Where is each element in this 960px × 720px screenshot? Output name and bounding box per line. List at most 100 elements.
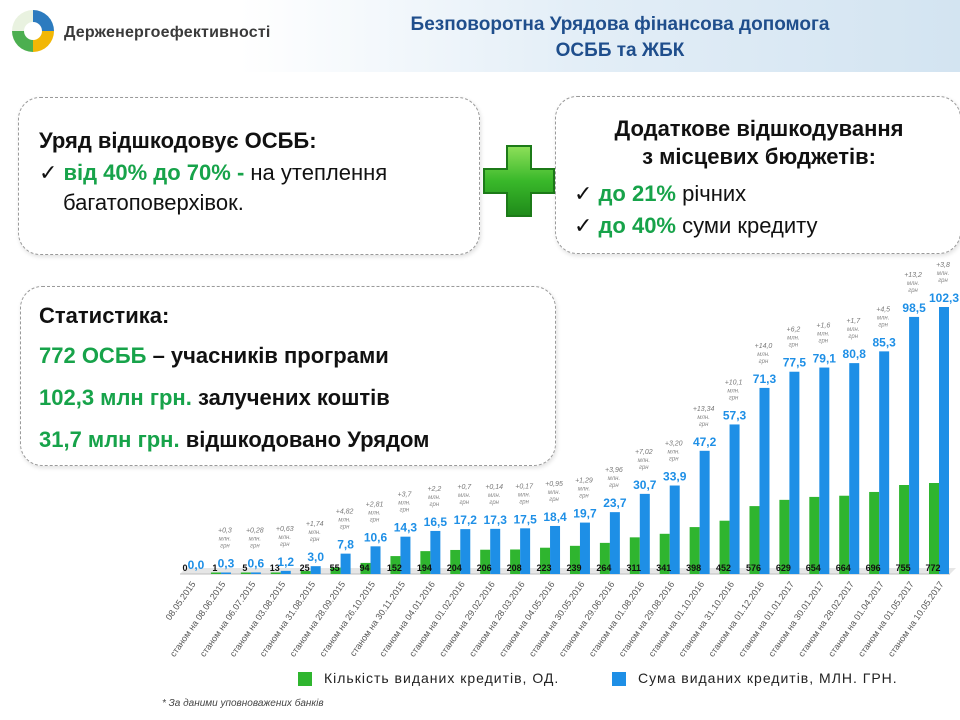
count-data-label: 629 (776, 563, 791, 573)
increment-label: +7,02 (635, 449, 653, 456)
bar-count (929, 483, 939, 574)
increment-unit-label: млн. (548, 490, 560, 496)
increment-label: +0,14 (485, 484, 503, 491)
sum-data-label: 19,7 (573, 507, 597, 521)
category-tick-label: 08.05.2015 (164, 579, 198, 622)
sum-data-label: 30,7 (633, 478, 657, 492)
category-tick-label: станом на 06.07.2015 (198, 579, 258, 658)
increment-unit-label: млн. (937, 271, 949, 277)
sum-data-label: 1,2 (277, 555, 294, 569)
increment-label: +3,7 (398, 492, 413, 499)
legend-swatch-count (298, 672, 312, 686)
increment-unit-label: млн. (219, 537, 231, 543)
increment-unit-label: млн. (458, 493, 470, 499)
bar-sum (340, 553, 351, 574)
sum-data-label: 18,4 (543, 510, 567, 524)
increment-unit-label: грн (759, 359, 769, 365)
increment-label: +13,34 (693, 406, 715, 413)
increment-label: +1,6 (816, 323, 830, 330)
bar-sum (639, 493, 650, 574)
increment-label: +0,3 (218, 528, 232, 535)
bar-count (540, 547, 551, 574)
sum-data-label: 3,0 (307, 550, 324, 564)
checkmark-icon: ✓ (39, 160, 58, 185)
legend-swatch-sum (612, 672, 626, 686)
increment-unit-label: млн. (488, 493, 500, 499)
increment-unit-label: грн (280, 542, 290, 548)
stat-item-2-highlight: 102,3 млн грн. (39, 385, 192, 410)
count-data-label: 94 (360, 563, 370, 573)
count-data-label: 755 (896, 563, 911, 573)
bar-count (510, 549, 521, 574)
category-tick-label: станом на 29.06.2016 (557, 579, 617, 658)
count-data-label: 576 (746, 563, 761, 573)
increment-label: +4,82 (336, 509, 354, 516)
sum-data-label: 7,8 (337, 538, 354, 552)
increment-label: +0,7 (457, 484, 472, 491)
increment-unit-label: млн. (368, 510, 380, 516)
count-data-label: 239 (566, 563, 581, 573)
category-tick-label: станом на 28.03.2016 (467, 579, 527, 658)
bar-sum (579, 522, 590, 574)
box2-heading-line2: з місцевих бюджетів: (642, 144, 876, 169)
legend-count: Кількість виданих кредитів, ОД. (324, 670, 560, 686)
increment-unit-label: млн. (338, 518, 350, 524)
bar-count (659, 533, 670, 574)
count-data-label: 452 (716, 563, 731, 573)
title-line-2: ОСББ та ЖБК (555, 40, 685, 61)
increment-label: +14,0 (755, 343, 773, 350)
box2-item-2: ✓ до 40% суми кредиту (574, 213, 817, 239)
org-name: Держенергоефективності (64, 24, 271, 41)
increment-unit-label: грн (938, 278, 948, 284)
box1-heading: Уряд відшкодовує ОСББ: (39, 128, 317, 153)
category-tick-label: станом на 04.01.2016 (377, 579, 437, 658)
agency-logo-icon (12, 10, 54, 52)
sum-data-label: 17,5 (513, 512, 537, 526)
count-data-label: 0 (182, 563, 187, 573)
increment-label: +10,1 (725, 379, 743, 386)
checkmark-icon: ✓ (574, 181, 593, 206)
bar-sum (370, 546, 381, 574)
plus-icon (483, 145, 555, 217)
bar-sum (789, 371, 800, 574)
increment-unit-label: грн (609, 483, 619, 489)
bar-count (689, 527, 700, 574)
count-data-label: 152 (387, 563, 402, 573)
count-data-label: 341 (656, 563, 671, 573)
increment-label: +0,63 (276, 526, 294, 533)
increment-unit-label: млн. (428, 495, 440, 501)
count-data-label: 398 (686, 563, 701, 573)
bar-sum (699, 450, 710, 574)
bar-count (240, 572, 251, 574)
category-tick-label: станом на 01.04.2017 (826, 579, 886, 658)
stat-item-3-text: відшкодовано Урядом (179, 427, 430, 452)
increment-unit-label: млн. (249, 536, 261, 542)
count-data-label: 654 (806, 563, 821, 573)
bar-sum (669, 485, 680, 574)
sum-data-label: 102,3 (929, 291, 959, 305)
bar-count (270, 572, 281, 574)
page-title: Безповоротна Урядова фінансова допомога … (300, 12, 940, 64)
increment-unit-label: грн (908, 288, 918, 294)
box1-text1: на утеплення (244, 160, 388, 185)
increment-label: +1,29 (575, 478, 593, 485)
statistics-box: Статистика: 772 ОСББ – учасників програм… (20, 286, 556, 466)
bar-sum (490, 528, 501, 574)
increment-label: +3,8 (936, 262, 950, 269)
sum-data-label: 0,0 (188, 558, 205, 572)
bar-count (899, 485, 910, 574)
increment-unit-label: грн (400, 508, 410, 514)
increment-unit-label: грн (639, 465, 649, 471)
box1-text2: багатоповерхівок. (63, 190, 244, 215)
increment-unit-label: млн. (308, 530, 320, 536)
increment-unit-label: грн (669, 457, 679, 463)
increment-label: +2,2 (427, 486, 441, 493)
increment-unit-label: млн. (667, 450, 679, 456)
bar-sum (460, 529, 471, 574)
sum-data-label: 77,5 (783, 356, 807, 370)
category-tick-label: станом на 30.05.2016 (527, 579, 587, 658)
bar-count (569, 545, 580, 574)
bar-count (450, 549, 461, 574)
increment-unit-label: грн (519, 499, 529, 505)
